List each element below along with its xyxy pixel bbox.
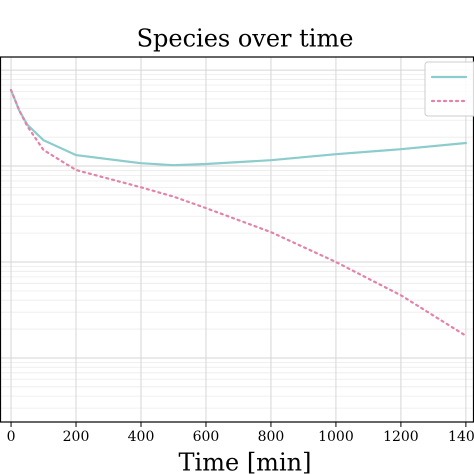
x-tick-label: 400	[128, 429, 155, 445]
x-tick-label: 200	[63, 429, 90, 445]
x-tick-label: 1200	[383, 429, 419, 445]
legend-box	[424, 61, 474, 117]
x-tick-label: 800	[258, 429, 285, 445]
x-axis-label: Time [min]	[179, 449, 312, 474]
chart-title: Species over time	[137, 25, 354, 53]
series-line	[9, 88, 467, 337]
x-tick-label: 1000	[318, 429, 354, 445]
x-tick-label: 1400	[448, 429, 474, 445]
x-tick-label: 0	[7, 429, 16, 445]
x-tick-label: 600	[193, 429, 220, 445]
series-line	[9, 88, 467, 167]
